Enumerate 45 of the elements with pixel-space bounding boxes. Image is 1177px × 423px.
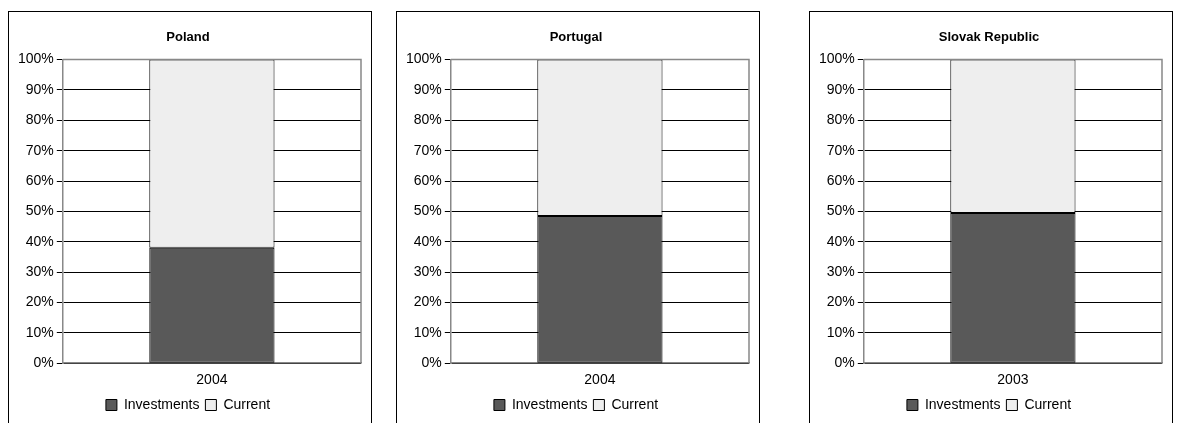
legend-label: Current <box>1024 395 1072 412</box>
legend-label: Investments <box>924 395 1001 412</box>
x-tick-label: 2003 <box>997 371 1029 388</box>
y-tick-label: 70% <box>826 141 855 158</box>
y-tick-label: 100% <box>17 50 54 67</box>
y-tick-label: 50% <box>413 202 442 219</box>
y-tick-label: 20% <box>25 293 54 310</box>
y-tick-label: 10% <box>826 323 855 340</box>
y-tick-label: 10% <box>413 323 442 340</box>
y-tick-label: 100% <box>405 50 442 67</box>
legend-label: Current <box>611 395 659 412</box>
y-tick-label: 0% <box>421 354 442 371</box>
y-tick-label: 90% <box>826 80 855 97</box>
chart-title: Poland <box>166 29 210 45</box>
y-tick-label: 40% <box>826 232 855 249</box>
chart-title: Slovak Republic <box>938 29 1040 45</box>
y-tick-label: 60% <box>413 171 442 188</box>
y-tick-label: 50% <box>826 202 855 219</box>
y-tick-label: 10% <box>25 323 54 340</box>
y-tick-label: 0% <box>834 354 855 371</box>
y-tick-label: 50% <box>25 202 54 219</box>
y-tick-label: 100% <box>818 50 855 67</box>
x-tick-label: 2004 <box>196 371 228 388</box>
y-tick-label: 30% <box>826 262 855 279</box>
y-tick-label: 80% <box>25 111 54 128</box>
legend-label: Current <box>223 395 271 412</box>
y-tick-label: 40% <box>413 232 442 249</box>
legend-label: Investments <box>511 395 588 412</box>
y-tick-label: 20% <box>826 293 855 310</box>
y-tick-label: 70% <box>25 141 54 158</box>
y-tick-label: 60% <box>25 171 54 188</box>
y-tick-label: 60% <box>826 171 855 188</box>
y-tick-label: 90% <box>413 80 442 97</box>
y-tick-label: 90% <box>25 80 54 97</box>
y-tick-label: 30% <box>25 262 54 279</box>
y-tick-label: 0% <box>33 354 54 371</box>
y-tick-label: 70% <box>413 141 442 158</box>
y-tick-label: 40% <box>25 232 54 249</box>
legend-label: Investments <box>123 395 200 412</box>
y-tick-label: 80% <box>826 111 855 128</box>
y-tick-label: 30% <box>413 262 442 279</box>
x-tick-label: 2004 <box>584 371 616 388</box>
y-tick-label: 80% <box>413 111 442 128</box>
y-tick-label: 20% <box>413 293 442 310</box>
chart-title: Portugal <box>549 29 603 45</box>
